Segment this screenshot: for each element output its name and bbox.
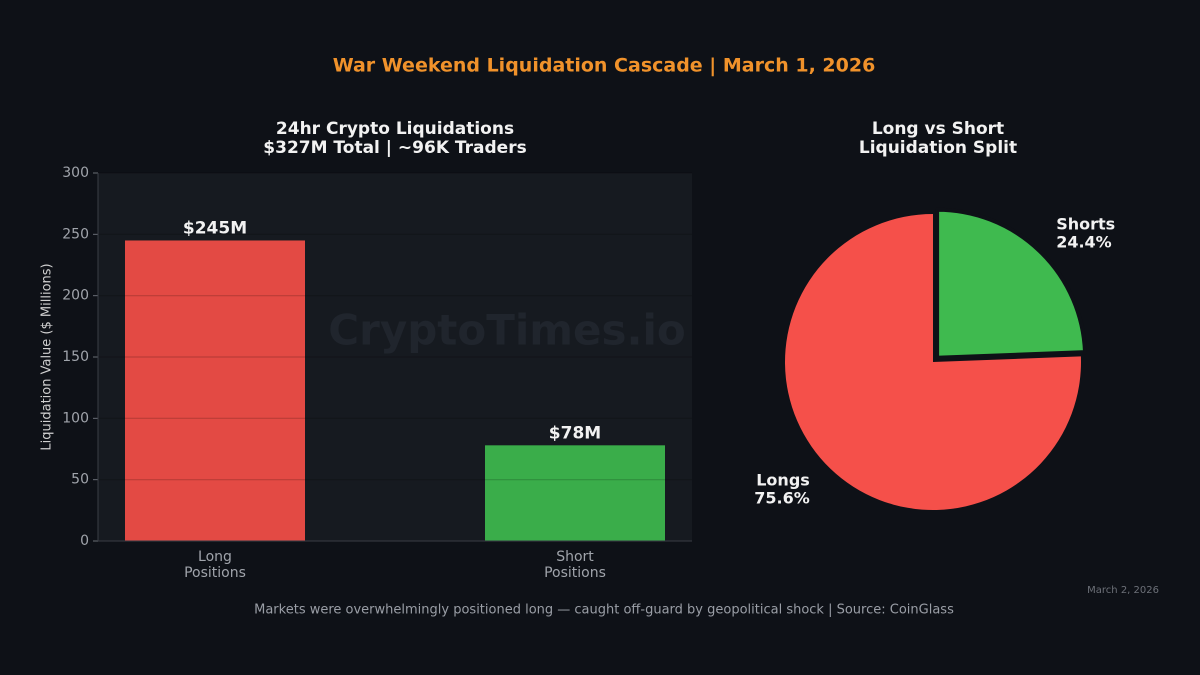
value-label: $245M <box>183 218 247 238</box>
y-tick-label: 300 <box>62 165 89 181</box>
watermark: CryptoTimes.io <box>328 306 685 355</box>
slice-label: Shorts <box>1056 215 1115 234</box>
slice-label: Longs <box>756 470 810 489</box>
slice-percent: 75.6% <box>754 488 810 507</box>
pie-slice <box>785 214 1082 510</box>
pie-slice <box>935 207 1087 360</box>
x-tick-label: Positions <box>544 565 606 581</box>
bar <box>125 240 305 541</box>
x-tick-label: Positions <box>184 565 246 581</box>
y-tick-label: 0 <box>80 533 89 549</box>
y-tick-label: 50 <box>71 472 89 488</box>
footer: Markets were overwhelmingly positioned l… <box>254 603 954 618</box>
slice-percent: 24.4% <box>1056 233 1112 252</box>
y-tick-label: 150 <box>62 349 89 365</box>
x-tick-label: Long <box>198 549 232 565</box>
y-tick-label: 100 <box>62 410 89 426</box>
y-tick-label: 250 <box>62 226 89 242</box>
bar <box>485 445 665 541</box>
chart-title: Liquidation Split <box>859 138 1017 158</box>
chart-title: Long vs Short <box>872 119 1004 139</box>
chart-title: 24hr Crypto Liquidations <box>276 119 514 139</box>
x-tick-label: Short <box>556 549 594 565</box>
y-tick-label: 200 <box>62 288 89 304</box>
chart-title: $327M Total | ~96K Traders <box>263 138 526 158</box>
page-title: War Weekend Liquidation Cascade | March … <box>333 55 876 77</box>
date: March 2, 2026 <box>1087 585 1159 596</box>
value-label: $78M <box>549 423 601 443</box>
y-axis-label: Liquidation Value ($ Millions) <box>40 263 55 450</box>
